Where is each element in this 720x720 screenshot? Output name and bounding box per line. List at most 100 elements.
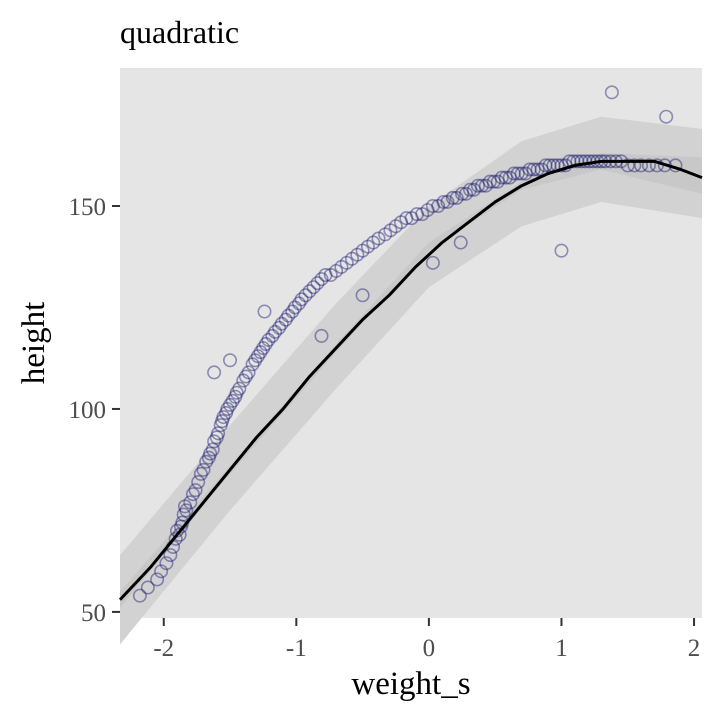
- x-tick-label: -1: [286, 635, 307, 662]
- data-point: [241, 365, 256, 380]
- data-point: [478, 178, 493, 193]
- data-point: [185, 487, 200, 502]
- data-point: [298, 288, 313, 303]
- x-axis: -2 -1 0 1 2: [153, 618, 700, 662]
- data-point: [627, 158, 642, 173]
- data-point: [154, 564, 169, 579]
- data-point: [455, 186, 470, 201]
- data-point: [445, 190, 460, 205]
- x-axis-label: weight_s: [351, 666, 470, 702]
- data-point: [453, 235, 468, 250]
- x-tick-label: 2: [688, 635, 701, 662]
- data-point: [314, 328, 329, 343]
- x-tick-label: 0: [423, 635, 436, 662]
- data-point: [177, 499, 192, 514]
- data-point: [250, 349, 265, 364]
- data-point: [228, 389, 243, 404]
- x-tick-label: -2: [153, 635, 174, 662]
- data-point: [310, 276, 325, 291]
- data-point: [482, 174, 497, 189]
- data-point: [522, 162, 537, 177]
- data-point: [211, 426, 226, 441]
- data-point: [285, 304, 300, 319]
- data-point: [470, 178, 485, 193]
- data-point: [514, 166, 529, 181]
- data-point: [215, 414, 230, 429]
- data-point: [150, 572, 165, 587]
- data-point: [248, 353, 263, 368]
- data-point: [253, 345, 268, 360]
- data-point: [350, 247, 365, 262]
- data-point: [510, 166, 525, 181]
- data-point: [132, 588, 147, 603]
- y-tick-label: 50: [81, 600, 106, 627]
- data-point: [538, 158, 553, 173]
- data-point: [219, 406, 234, 421]
- data-point: [196, 462, 211, 477]
- data-point: [201, 450, 216, 465]
- data-point: [287, 300, 302, 315]
- data-point: [258, 337, 273, 352]
- data-point: [199, 454, 214, 469]
- data-point: [360, 239, 375, 254]
- data-point: [318, 268, 333, 283]
- y-tick-label: 100: [69, 397, 107, 424]
- data-point: [431, 199, 446, 214]
- chart-title: quadratic: [120, 14, 239, 50]
- data-point: [459, 186, 474, 201]
- data-point: [163, 548, 178, 563]
- data-point: [291, 296, 306, 311]
- data-point: [159, 556, 174, 571]
- data-point: [659, 109, 674, 124]
- data-point: [225, 393, 240, 408]
- data-point: [383, 223, 398, 238]
- data-point: [404, 211, 419, 226]
- data-point: [306, 280, 321, 295]
- data-point: [173, 519, 188, 534]
- data-point: [466, 182, 481, 197]
- data-point: [168, 531, 183, 546]
- data-point: [474, 178, 489, 193]
- mean-line: [118, 159, 703, 601]
- y-tick-label: 150: [69, 194, 107, 221]
- data-point: [213, 418, 228, 433]
- data-point: [526, 162, 541, 177]
- data-point: [176, 507, 191, 522]
- data-point: [566, 154, 581, 169]
- data-point: [188, 483, 203, 498]
- y-axis: 50 100 150: [69, 194, 120, 627]
- data-point: [329, 263, 344, 278]
- data-point: [236, 373, 251, 388]
- data-point: [207, 365, 222, 380]
- data-point: [494, 170, 509, 185]
- data-point: [394, 215, 409, 230]
- data-point: [220, 401, 235, 416]
- data-point: [245, 357, 260, 372]
- data-point: [371, 231, 386, 246]
- data-point: [205, 442, 220, 457]
- data-point: [216, 410, 231, 425]
- data-point: [502, 170, 517, 185]
- data-point: [641, 158, 656, 173]
- data-point: [334, 259, 349, 274]
- data-point: [229, 385, 244, 400]
- data-point: [570, 154, 585, 169]
- data-point: [355, 288, 370, 303]
- y-axis-label: height: [16, 302, 52, 384]
- data-point: [203, 446, 218, 461]
- data-point: [281, 308, 296, 323]
- data-point: [486, 174, 501, 189]
- data-point: [323, 268, 338, 283]
- data-point: [425, 255, 440, 270]
- data-point: [257, 304, 272, 319]
- data-point: [498, 170, 513, 185]
- data-point: [574, 154, 589, 169]
- data-point: [425, 199, 440, 214]
- data-point: [518, 166, 533, 181]
- data-point: [399, 211, 414, 226]
- data-point: [223, 353, 238, 368]
- data-point: [530, 162, 545, 177]
- data-point: [232, 381, 247, 396]
- data-point: [193, 466, 208, 481]
